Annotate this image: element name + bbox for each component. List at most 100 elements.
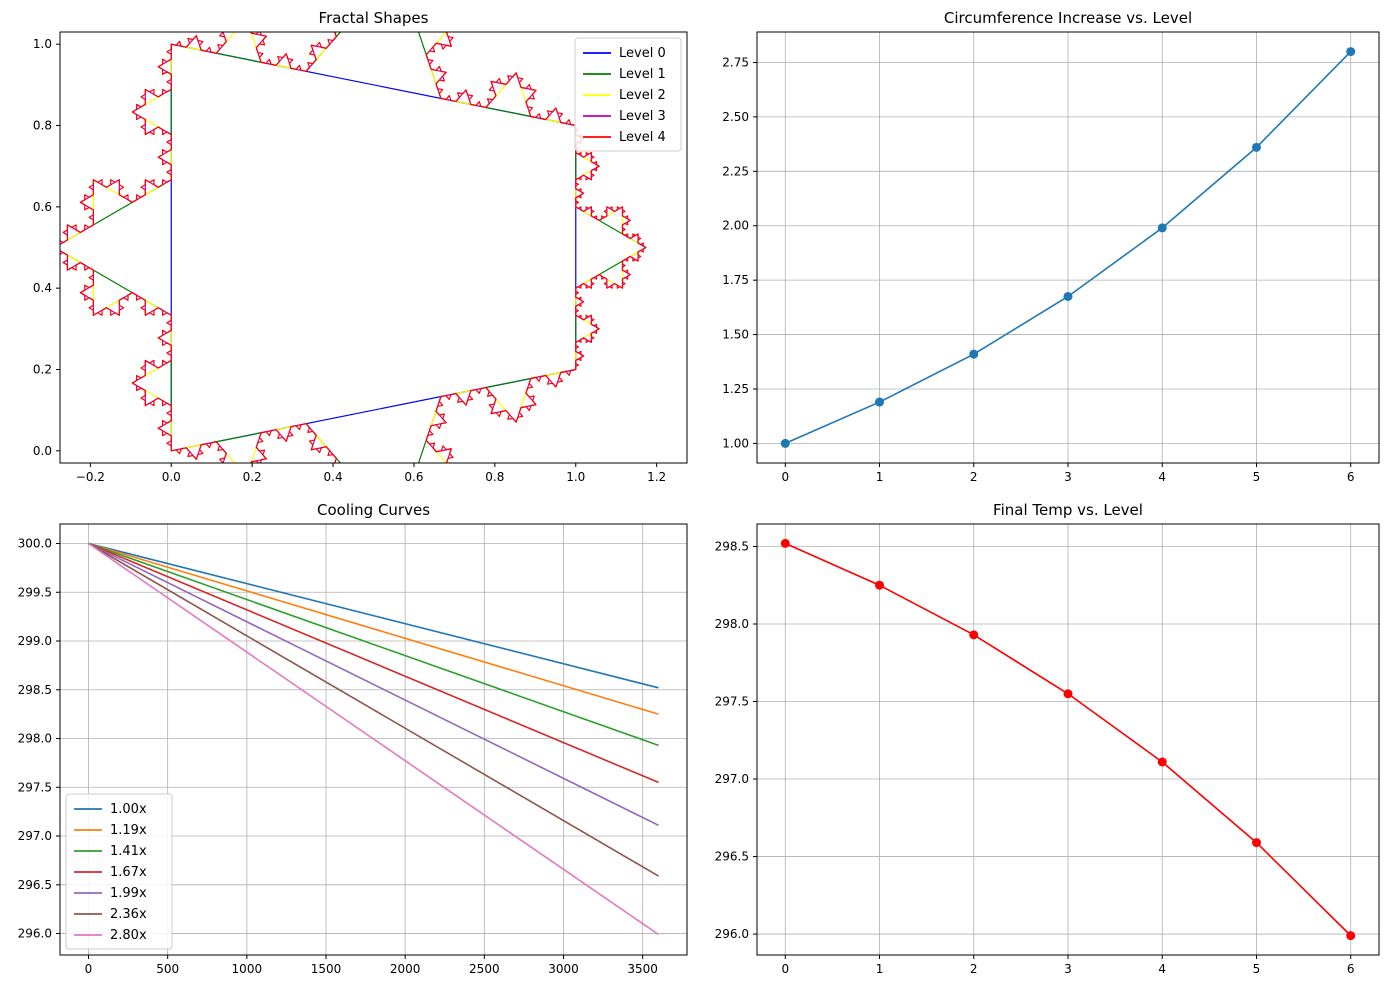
data-point-5 [1251, 142, 1261, 152]
y-tick-label: 2.00 [722, 219, 749, 233]
legend-label-level-4: Level 4 [619, 130, 666, 145]
legend-box [574, 37, 682, 152]
circumference-panel: 0 1 2 3 4 5 6 1.00 1.25 1.50 1.75 2.00 2.25 2.50 2.75 C… [722, 9, 1380, 484]
y-tick-label: 2.75 [722, 55, 749, 69]
x-tick-label: 3 [1064, 962, 1072, 976]
legend-label-1-00x: 1.00x [110, 802, 147, 817]
x-tick-label: 1.2 [647, 470, 666, 484]
y-tick-label: 0.0 [33, 444, 52, 458]
data-point-2 [969, 630, 979, 640]
cooling-curve-2-36x [88, 542, 659, 877]
cooling-curve-2-80x [88, 542, 659, 936]
y-tick-label: 296.0 [715, 927, 749, 941]
chart-title: Cooling Curves [317, 501, 430, 519]
y-tick-label: 297.0 [18, 829, 52, 843]
x-tick-label: −0.2 [76, 470, 105, 484]
x-tick-label: 1.0 [566, 470, 585, 484]
y-tick-label: 0.8 [33, 119, 52, 133]
chart-title: Circumference Increase vs. Level [944, 9, 1192, 27]
y-tick-label: 298.5 [18, 683, 52, 697]
x-tick-label: 0 [781, 962, 789, 976]
y-tick-label: 296.5 [18, 878, 52, 892]
y-tick-label: 297.0 [715, 772, 749, 786]
legend-label-2-36x: 2.36x [110, 907, 147, 922]
cooling-curve-1-67x [88, 542, 659, 784]
x-tick-label: 2000 [390, 962, 421, 976]
y-tick-label: 299.5 [18, 585, 52, 599]
data-point-6 [1346, 931, 1356, 941]
data-point-1 [875, 397, 885, 407]
x-tick-label: 1 [876, 962, 884, 976]
legend-label-1-19x: 1.19x [110, 823, 147, 838]
y-tick-label: 1.0 [33, 37, 52, 51]
y-tick-label: 297.5 [715, 695, 749, 709]
x-tick-label: 0.6 [404, 470, 423, 484]
y-tick-label: 1.50 [722, 328, 749, 342]
series-group [88, 542, 659, 936]
data-point-3 [1063, 291, 1073, 301]
legend-label-1-67x: 1.67x [110, 865, 147, 880]
y-tick-label: 298.0 [715, 617, 749, 631]
data-point-0 [780, 538, 790, 548]
series-group [780, 538, 1356, 941]
x-tick-label: 4 [1158, 470, 1166, 484]
y-tick-label: 298.0 [18, 732, 52, 746]
chart-title: Fractal Shapes [319, 9, 429, 27]
y-tick-label: 296.0 [18, 927, 52, 941]
legend-label-level-3: Level 3 [619, 109, 666, 124]
data-point-5 [1251, 838, 1261, 848]
x-tick-label: 6 [1347, 470, 1355, 484]
y-tick-label: 296.5 [715, 850, 749, 864]
y-tick-label: 299.0 [18, 634, 52, 648]
fractal-shapes-panel: −0.2 0.0 0.2 0.4 0.6 0.8 1.0 1.2 0.0 0.2 0.4 0.6 0.8… [33, 9, 688, 484]
x-tick-label: 3000 [548, 962, 579, 976]
axes-frame [59, 31, 688, 464]
chart-title: Final Temp vs. Level [993, 501, 1143, 519]
legend-label-1-41x: 1.41x [110, 844, 147, 859]
x-tick-label: 5 [1253, 962, 1261, 976]
x-tick-label: 3 [1064, 470, 1072, 484]
x-tick-label: 2500 [469, 962, 500, 976]
x-tick-label: 0 [781, 470, 789, 484]
y-tick-label: 1.25 [722, 382, 749, 396]
data-point-1 [875, 580, 885, 590]
x-tick-label: 0.0 [162, 470, 181, 484]
legend-label-level-1: Level 1 [619, 67, 666, 82]
y-tick-label: 2.25 [722, 164, 749, 178]
y-tick-label: 298.5 [715, 539, 749, 553]
data-point-0 [780, 438, 790, 448]
x-tick-label: 0 [85, 962, 93, 976]
cooling-curves-panel: 0 500 1000 1500 2000 2500 3000 3500 296.0 296.5 29… [18, 501, 688, 976]
y-tick-label: 300.0 [18, 537, 52, 551]
cooling-curve-1-19x [88, 542, 659, 715]
y-tick-label: 297.5 [18, 780, 52, 794]
legend-label-1-99x: 1.99x [110, 886, 147, 901]
y-tick-label: 0.6 [33, 200, 52, 214]
legend-label-level-2: Level 2 [619, 88, 666, 103]
x-tick-label: 1 [876, 470, 884, 484]
y-tick-label: 0.2 [33, 362, 52, 376]
data-point-6 [1346, 47, 1356, 57]
legend: 1.00x 1.19x 1.41x 1.67x 1.99x 2.36x 2.80x [65, 793, 173, 950]
y-tick-label: 1.75 [722, 273, 749, 287]
data-point-4 [1157, 757, 1167, 767]
y-tick-label: 1.00 [722, 436, 749, 450]
legend-box [65, 793, 173, 950]
x-tick-label: 1000 [232, 962, 263, 976]
x-tick-label: 1500 [311, 962, 342, 976]
x-tick-label: 2 [970, 470, 978, 484]
axes-frame [59, 523, 688, 956]
y-tick-label: 2.50 [722, 110, 749, 124]
y-tick-label: 0.4 [33, 281, 52, 295]
x-tick-label: 3500 [627, 962, 658, 976]
x-tick-label: 0.8 [485, 470, 504, 484]
x-tick-label: 2 [970, 962, 978, 976]
cooling-curve-1-00x [88, 542, 659, 689]
x-tick-label: 0.2 [243, 470, 262, 484]
legend-label-level-0: Level 0 [619, 46, 666, 61]
x-tick-label: 500 [156, 962, 179, 976]
legend-label-2-80x: 2.80x [110, 928, 147, 943]
x-tick-label: 4 [1158, 962, 1166, 976]
cooling-curve-1-41x [88, 542, 659, 747]
